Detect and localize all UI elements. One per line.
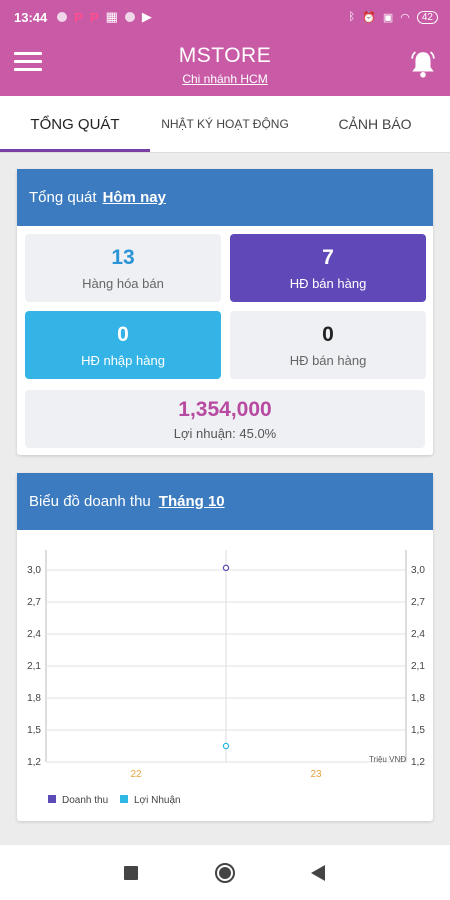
overview-title: Tổng quát (29, 189, 97, 206)
sim-icon: ▣ (382, 11, 394, 24)
revenue-title: Biểu đồ doanh thu (29, 493, 151, 510)
x-axis: 22 23 (130, 769, 322, 780)
tab-bar: TỔNG QUÁT NHẬT KÝ HOẠT ĐỘNG CẢNH BÁO (0, 96, 450, 153)
revenue-chart: 3,0 2,7 2,4 2,1 1,8 1,5 1,2 3,0 2,7 2,4 2,1 1,8 1,5… (27, 550, 425, 806)
tile-label: HĐ nhập hàng (81, 352, 165, 368)
tile-label: HĐ bán hàng (289, 275, 367, 291)
pinterest-icon: P (89, 9, 99, 25)
y-tick-label-right: 2,4 (411, 629, 425, 640)
wifi-icon: ◠ (400, 11, 410, 24)
y-tick-label-right: 2,7 (411, 597, 425, 608)
tile-label: HĐ bán hàng (289, 352, 367, 368)
overview-header: Tổng quát Hôm nay (17, 169, 433, 226)
recent-apps-button[interactable] (124, 866, 138, 880)
y-axis-left: 3,0 2,7 2,4 2,1 1,8 1,5 1,2 (27, 565, 41, 768)
notification-dot-icon (57, 12, 68, 22)
menu-icon[interactable] (14, 52, 42, 76)
y-tick-label-left: 3,0 (27, 565, 41, 576)
bell-icon[interactable] (410, 50, 436, 78)
bluetooth-icon: ᛒ (348, 11, 356, 23)
revenue-card: Biểu đồ doanh thu Tháng 10 3,0 2,7 2,4 2,1 1… (17, 473, 433, 821)
chart-points (222, 564, 230, 750)
y-tick-label-right: 1,2 (411, 757, 425, 768)
navigation-bar (0, 845, 450, 900)
legend-label: Lợi Nhuận (134, 795, 181, 806)
y-tick-label-left: 1,2 (27, 757, 41, 768)
y-tick-label-right: 2,1 (411, 661, 425, 672)
overview-card: Tổng quát Hôm nay 13 Hàng hóa bán 7 HĐ b… (17, 169, 433, 455)
tile-sales-invoices-2[interactable]: 0 HĐ bán hàng (230, 311, 426, 379)
status-bar: 13:44 P P ▦ ▶ ᛒ ⏰ ▣ ◠ 42 (0, 0, 450, 34)
y-axis-right: 3,0 2,7 2,4 2,1 1,8 1,5 1,2 (411, 565, 425, 768)
data-point (222, 742, 230, 750)
y-tick-label-left: 1,8 (27, 693, 41, 704)
y-tick-label-right: 1,8 (411, 693, 425, 704)
alarm-icon: ⏰ (362, 11, 376, 24)
revenue-header: Biểu đồ doanh thu Tháng 10 (17, 473, 433, 530)
legend-swatch (120, 795, 128, 803)
status-time: 13:44 (14, 9, 48, 25)
tile-value: 0 (117, 322, 129, 346)
tab-alerts[interactable]: CẢNH BÁO (338, 116, 412, 132)
y-tick-label-left: 2,7 (27, 597, 41, 608)
y-tick-label-left: 2,4 (27, 629, 41, 640)
tab-overview[interactable]: TỔNG QUÁT (0, 96, 150, 152)
tile-import-invoices[interactable]: 0 HĐ nhập hàng (25, 311, 221, 379)
notification-dot-icon (124, 12, 135, 22)
legend-swatch (48, 795, 56, 803)
x-tick-label: 23 (310, 769, 322, 780)
tile-value: 13 (111, 245, 135, 269)
chart-grid (45, 550, 407, 763)
pinterest-icon: P (74, 9, 83, 25)
chart-legend: Doanh thu Lợi Nhuận (48, 795, 181, 806)
play-icon: ▶ (141, 9, 152, 24)
tile-value: 0 (322, 322, 334, 346)
y-tick-label-right: 1,5 (411, 725, 425, 736)
tile-label: Hàng hóa bán (82, 275, 164, 291)
back-button[interactable] (311, 865, 325, 881)
unit-label: Triệu VNĐ (369, 755, 406, 764)
legend-label: Doanh thu (62, 795, 108, 806)
app-bar: MSTORE Chi nhánh HCM (0, 34, 450, 96)
y-tick-label-left: 1,5 (27, 725, 41, 736)
y-tick-label-right: 3,0 (411, 565, 425, 576)
app-title: MSTORE (178, 44, 272, 67)
home-button[interactable] (214, 862, 236, 884)
period-selector-month[interactable]: Tháng 10 (158, 493, 225, 510)
data-point (222, 564, 230, 572)
profit-tile[interactable]: 1,354,000 Lợi nhuận: 45.0% (25, 390, 425, 448)
x-tick-label: 22 (130, 769, 142, 780)
y-tick-label-left: 2,1 (27, 661, 41, 672)
battery-icon: 42 (416, 10, 438, 24)
branch-selector[interactable]: Chi nhánh HCM (182, 72, 268, 86)
tile-value: 7 (322, 245, 334, 269)
tab-activity-log[interactable]: NHẬT KÝ HOẠT ĐỘNG (161, 116, 289, 131)
period-selector-today[interactable]: Hôm nay (102, 189, 166, 206)
profit-value: 1,354,000 (178, 397, 272, 421)
profit-label: Lợi nhuận: 45.0% (173, 425, 277, 441)
qr-icon: ▦ (105, 9, 118, 24)
tile-sales-invoices[interactable]: 7 HĐ bán hàng (230, 234, 426, 302)
tile-items-sold[interactable]: 13 Hàng hóa bán (25, 234, 221, 302)
